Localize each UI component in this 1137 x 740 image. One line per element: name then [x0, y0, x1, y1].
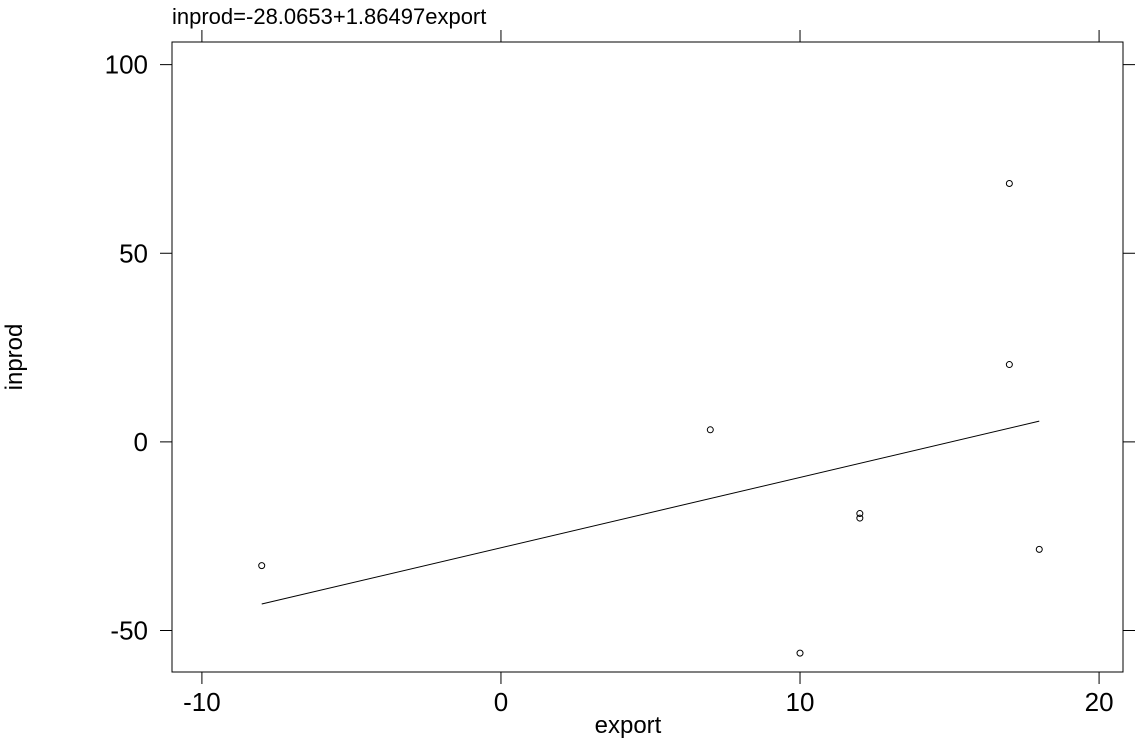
- y-axis-tick-labels: -50 0 50 100: [105, 50, 148, 646]
- data-point: [706, 426, 714, 434]
- x-tick-label: 0: [494, 687, 508, 717]
- y-tick-label: 0: [134, 427, 148, 457]
- data-point: [856, 514, 864, 522]
- data-points: [258, 179, 1043, 657]
- y-tick-label: 100: [105, 50, 148, 80]
- fit-line: [261, 420, 1040, 605]
- y-tick-label: -50: [110, 616, 148, 646]
- x-axis-label: export: [595, 712, 662, 739]
- y-axis-label: inprod: [1, 324, 28, 391]
- y-axis-ticks: [160, 64, 1135, 632]
- data-point: [258, 562, 266, 570]
- x-axis-ticks: [201, 30, 1100, 684]
- data-point: [1005, 179, 1013, 187]
- chart-title: inprod=-28.0653+1.86497export: [172, 4, 486, 29]
- data-point: [856, 510, 864, 518]
- x-tick-label: 20: [1085, 687, 1114, 717]
- y-tick-label: 50: [119, 238, 148, 268]
- data-point: [1035, 545, 1043, 553]
- x-tick-label: 10: [786, 687, 815, 717]
- data-point: [1005, 361, 1013, 369]
- x-tick-label: -10: [183, 687, 221, 717]
- fit-line-layer: [261, 420, 1040, 605]
- plot-frame: [171, 41, 1124, 673]
- data-point: [796, 649, 804, 657]
- x-axis-tick-labels: -10 0 10 20: [183, 687, 1113, 717]
